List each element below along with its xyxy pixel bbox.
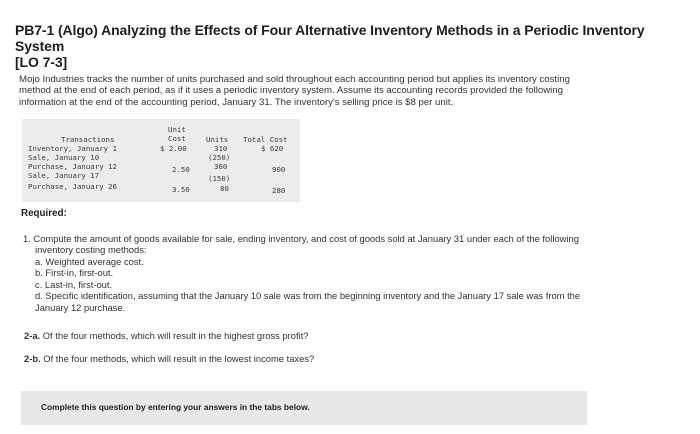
question-1-line2: inventory costing methods: (35, 244, 147, 256)
table-row-units: (150) (208, 174, 231, 183)
problem-title: PB7-1 (Algo) Analyzing the Effects of Fo… (15, 22, 685, 70)
problem-title-line1: PB7-1 (Algo) Analyzing the Effects of Fo… (15, 22, 645, 54)
question-2b: 2-b. Of the four methods, which will res… (24, 353, 314, 364)
question-1-line1: 1. Compute the amount of goods available… (23, 233, 579, 244)
header-transactions: Transactions (61, 135, 115, 144)
intro-line2: method at the end of each period, as if … (19, 85, 563, 97)
table-row-unit-cost: 2.50 (172, 165, 190, 174)
option-d-line1: d. Specific identification, assuming tha… (35, 290, 581, 302)
table-row-total-cost: 900 (272, 165, 286, 174)
question-2a-text: Of the four methods, which will result i… (40, 330, 309, 341)
problem-title-line2: [LO 7-3] (15, 54, 68, 70)
question-2b-text: Of the four methods, which will result i… (40, 353, 315, 364)
transactions-table: Unit Cost Transactions Units Total Cost … (22, 119, 300, 202)
question-2a: 2-a. Of the four methods, which will res… (24, 330, 309, 341)
table-row-units: 80 (220, 184, 229, 193)
table-row-units: (250) (208, 153, 231, 162)
header-unit-cost-top: Unit (168, 125, 186, 134)
header-total-cost: Total Cost (243, 135, 288, 144)
header-unit-cost-bottom: Cost (168, 134, 186, 143)
table-row-transaction: Inventory, January 1 (28, 144, 117, 153)
table-row-units: 310 (214, 144, 228, 153)
table-row-unit-cost: 3.50 (172, 185, 190, 194)
option-a: a. Weighted average cost. (35, 256, 144, 267)
table-row-units: 360 (214, 162, 228, 171)
intro-line1: Mojo Industries tracks the number of uni… (19, 74, 570, 85)
question-2a-label: 2-a. (24, 330, 41, 341)
intro-line3: information at the end of the accounting… (19, 96, 454, 108)
table-row-transaction: Purchase, January 12 (28, 162, 117, 171)
instruction-text: Complete this question by entering your … (41, 402, 310, 412)
instruction-banner: Complete this question by entering your … (21, 391, 587, 425)
option-d-line2: January 12 purchase. (35, 301, 126, 313)
table-row-unit-cost: $ 2.00 (160, 144, 187, 153)
table-row-transaction: Purchase, January 26 (28, 182, 117, 191)
table-row-transaction: Sale, January 10 (28, 153, 100, 162)
table-row-total-cost: 280 (272, 186, 286, 195)
question-2b-label: 2-b. (24, 353, 41, 364)
required-heading: Required: (21, 208, 67, 219)
problem-intro: Mojo Industries tracks the number of uni… (19, 74, 659, 108)
question-1: 1. Compute the amount of goods available… (23, 233, 579, 256)
option-b: b. First-in, first-out. (35, 267, 114, 279)
option-c: c. Last-in, first-out. (35, 278, 113, 290)
table-row-total-cost: $ 620 (261, 144, 284, 153)
header-units: Units (206, 135, 229, 144)
table-row-transaction: Sale, January 17 (28, 171, 100, 180)
question-1-options: a. Weighted average cost. b. First-in, f… (35, 256, 580, 313)
